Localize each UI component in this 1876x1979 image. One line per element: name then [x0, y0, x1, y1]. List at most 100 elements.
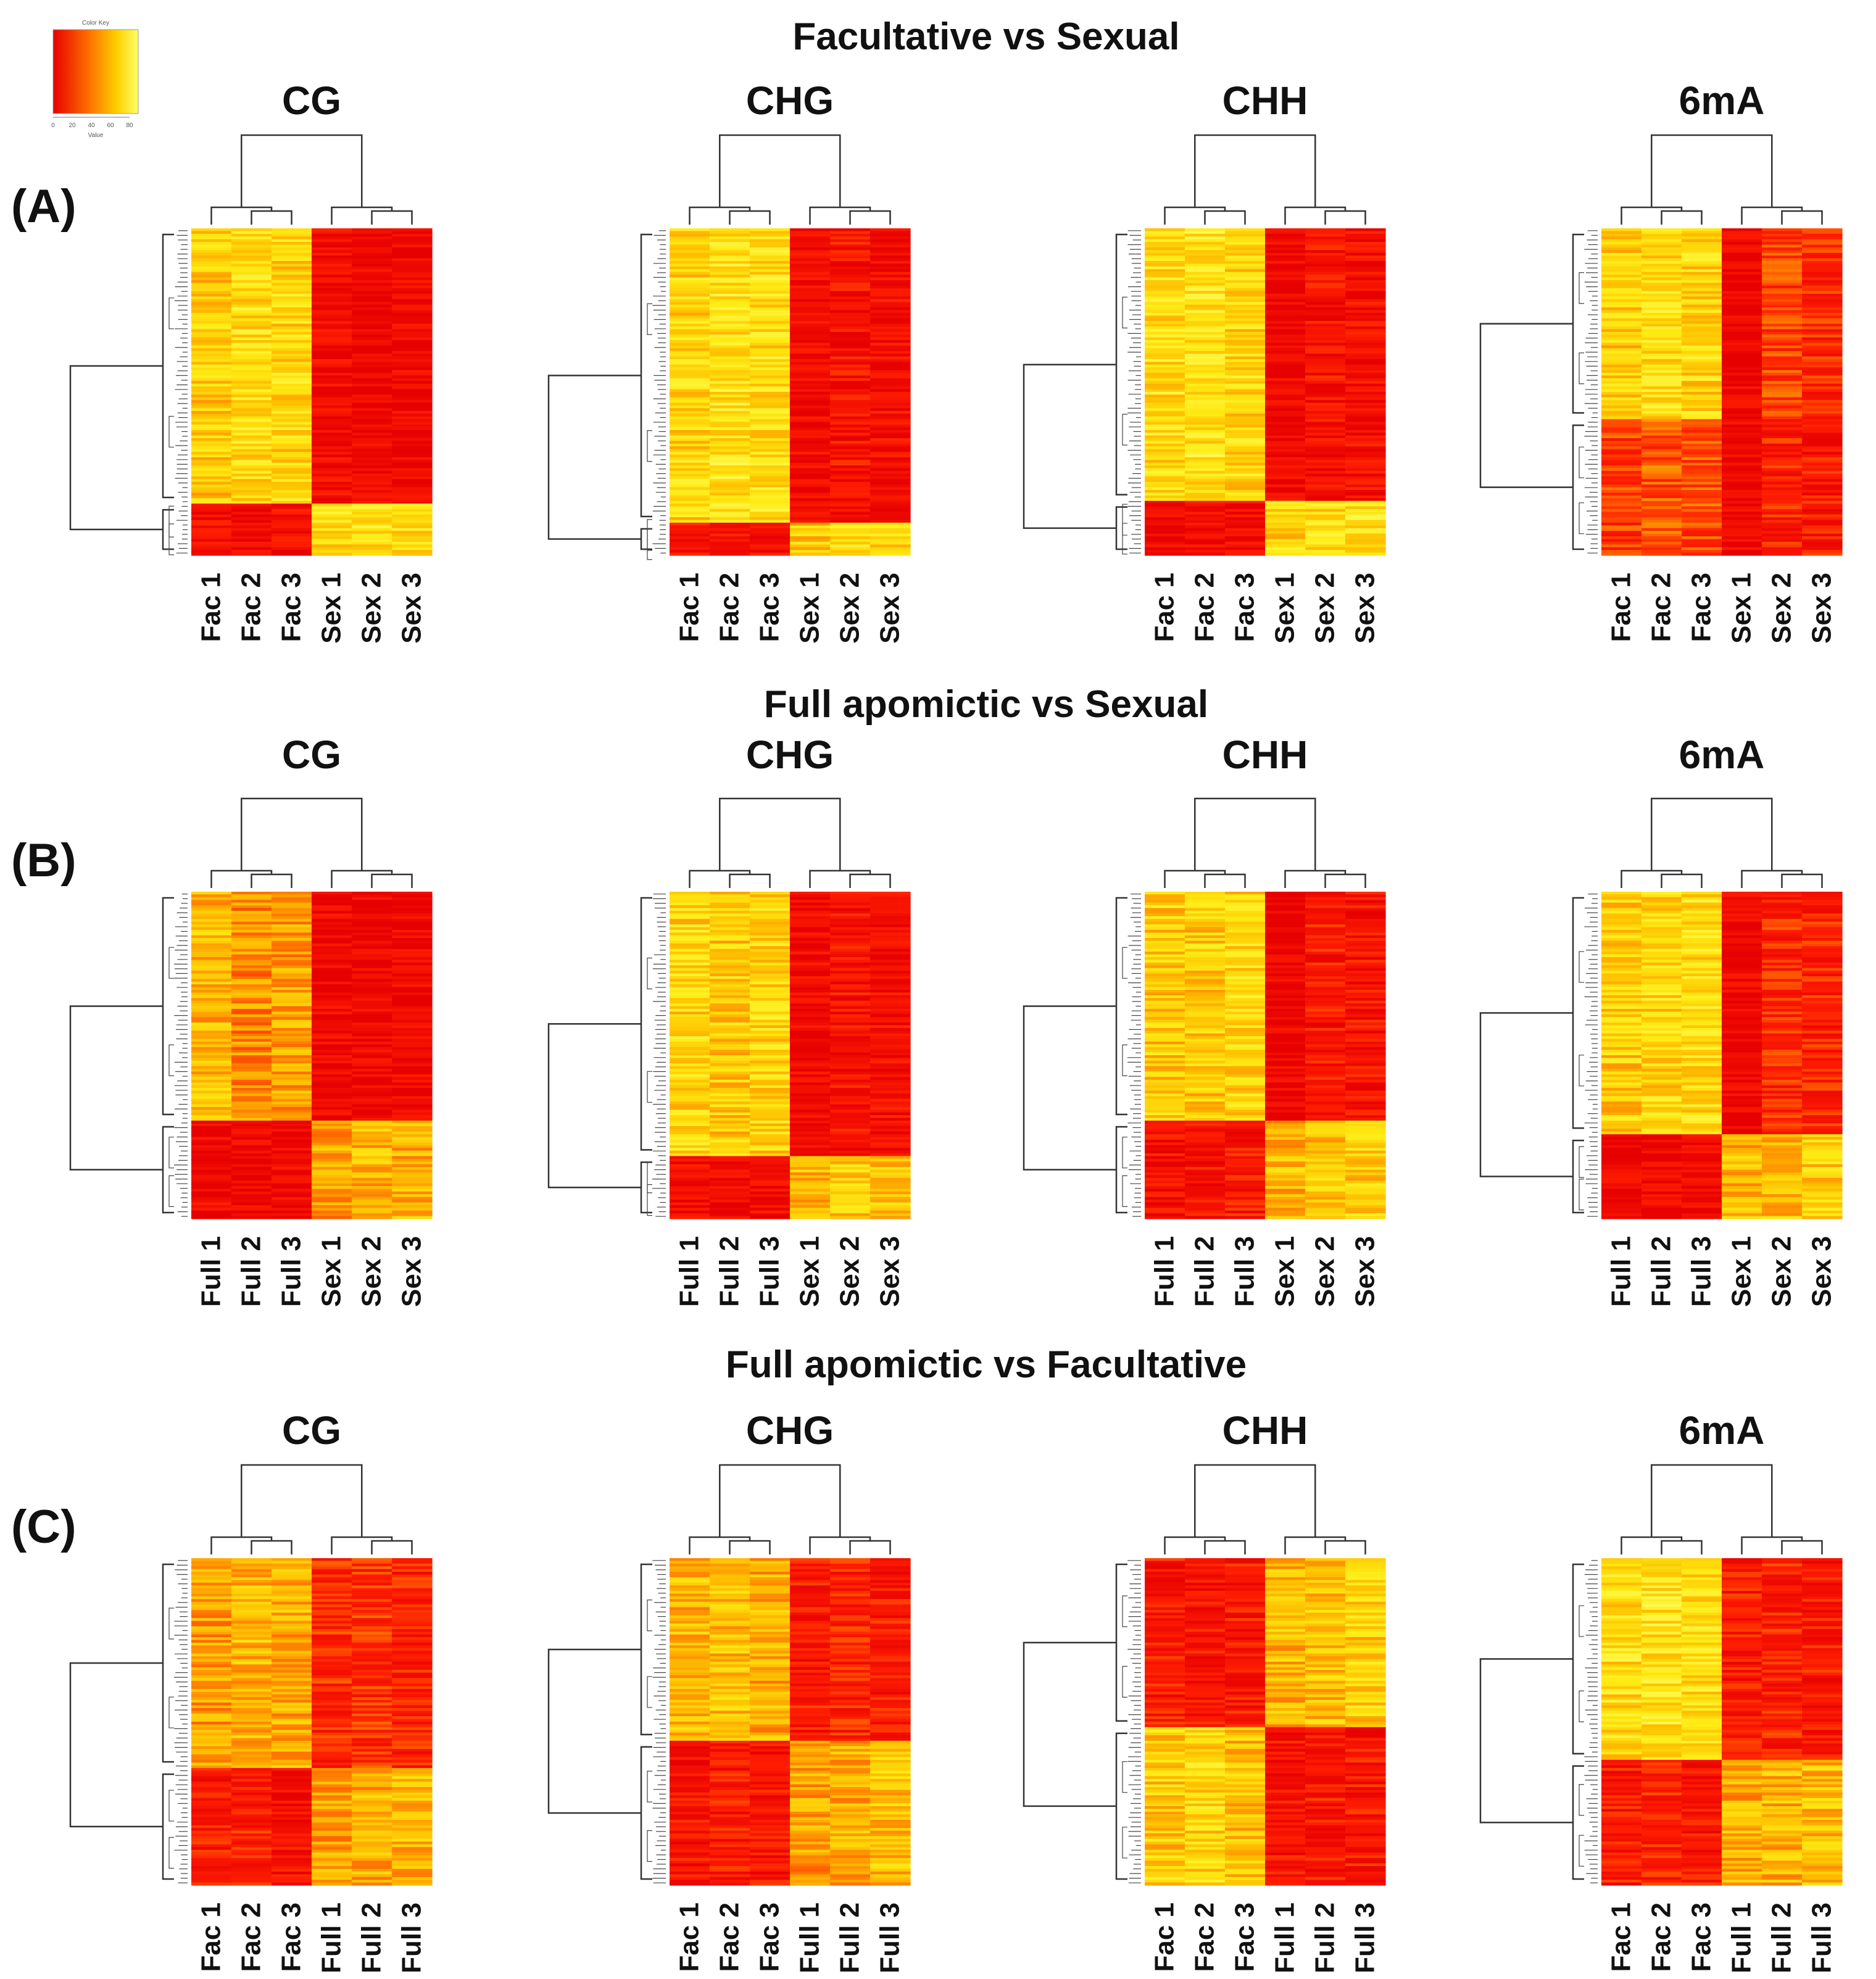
heatmap-cell: [1682, 340, 1722, 344]
heatmap-cell: [1305, 315, 1346, 319]
heatmap-cell: [352, 943, 392, 947]
heatmap-cell: [392, 1115, 433, 1119]
heatmap-cell: [392, 383, 433, 387]
heatmap-cell: [1225, 269, 1266, 273]
heatmap-cell: [272, 1106, 312, 1110]
heatmap-cell: [231, 1063, 272, 1067]
heatmap-cell: [710, 397, 750, 400]
heatmap-cell: [1305, 269, 1346, 273]
heatmap-cell: [750, 348, 791, 352]
heatmap-cell: [1601, 250, 1642, 254]
heatmap-cell: [272, 1027, 312, 1031]
heatmap-cell: [352, 326, 392, 330]
heatmap-cell: [1642, 261, 1682, 265]
heatmap-cell: [1762, 351, 1803, 354]
heatmap-cell: [790, 948, 831, 952]
heatmap-cell: [1601, 479, 1642, 483]
heatmap-cell: [870, 1014, 911, 1018]
heatmap-cell: [191, 1164, 232, 1168]
heatmap-cell: [750, 405, 791, 409]
heatmap-cell: [1185, 490, 1226, 494]
heatmap-cell: [352, 935, 392, 939]
heatmap-cell: [710, 973, 750, 977]
heatmap-cell: [191, 233, 232, 237]
heatmap-cell: [870, 342, 911, 346]
heatmap-cell: [1601, 285, 1642, 289]
heatmap-cell: [870, 408, 911, 412]
heatmap-cell: [1682, 473, 1722, 477]
heatmap-cell: [830, 520, 871, 523]
heatmap-cell: [1185, 421, 1226, 425]
heatmap-cell: [1642, 552, 1682, 556]
heatmap-cell: [790, 326, 831, 330]
heatmap-cell: [191, 389, 232, 392]
heatmap-cell: [710, 312, 750, 316]
heatmap-cell: [231, 1210, 272, 1214]
heatmap-cell: [1345, 331, 1386, 335]
heatmap-cell: [1682, 427, 1722, 431]
heatmap-cell: [710, 541, 750, 545]
heatmap-cell: [870, 476, 911, 479]
heatmap-cell: [312, 490, 352, 494]
heatmap-cell: [1305, 460, 1346, 463]
heatmap-cell: [790, 348, 831, 352]
heatmap-cell: [1682, 386, 1722, 390]
heatmap-cell: [231, 981, 272, 985]
heatmap-cell: [1802, 495, 1843, 499]
heatmap-cell: [710, 342, 750, 346]
heatmap-cell: [790, 1106, 831, 1110]
heatmap-cell: [710, 233, 750, 237]
heatmap-cell: [1225, 275, 1266, 278]
heatmap-cell: [1762, 508, 1803, 512]
heatmap-cell: [710, 1008, 750, 1012]
heatmap-cell: [830, 500, 871, 504]
heatmap-cell: [1682, 449, 1722, 452]
heatmap-cell: [1802, 310, 1843, 313]
heatmap-cell: [750, 533, 791, 537]
heatmap-cell: [750, 1050, 791, 1053]
heatmap-cell: [191, 508, 232, 512]
heatmap-cell: [670, 364, 710, 368]
heatmap-cell: [1145, 490, 1185, 494]
heatmap-cell: [352, 1069, 392, 1072]
heatmap-cell: [710, 533, 750, 537]
heatmap-cell: [1762, 367, 1803, 371]
heatmap-cell: [1225, 288, 1266, 292]
heatmap-cell: [1345, 280, 1386, 283]
heatmap-cell: [352, 1156, 392, 1160]
heatmap-cell: [231, 1006, 272, 1010]
heatmap-cell: [750, 364, 791, 368]
heatmap-cell: [231, 1052, 272, 1056]
heatmap-cell: [272, 389, 312, 392]
heatmap-cell: [1185, 473, 1226, 477]
heatmap-cell: [1682, 233, 1722, 237]
heatmap-cell: [1265, 397, 1306, 400]
heatmap-cell: [1762, 427, 1803, 431]
heatmap-cell: [670, 345, 710, 349]
heatmap-cell: [1722, 462, 1762, 466]
heatmap-cell: [830, 359, 871, 363]
heatmap-cell: [790, 1074, 831, 1077]
heatmap-cell: [790, 1052, 831, 1056]
heatmap-cell: [790, 441, 831, 444]
heatmap-cell: [1225, 294, 1266, 297]
heatmap-cell: [710, 1210, 750, 1214]
heatmap-cell: [710, 479, 750, 483]
heatmap-cell: [790, 506, 831, 510]
heatmap-cell: [1601, 484, 1642, 488]
heatmap-cell: [1265, 386, 1306, 390]
heatmap-cell: [1345, 479, 1386, 483]
heatmap-cell: [272, 973, 312, 977]
heatmap-cell: [790, 236, 831, 240]
heatmap-cell: [1722, 425, 1762, 428]
heatmap-cell: [272, 520, 312, 523]
heatmap-cell: [352, 998, 392, 1002]
heatmap-cell: [352, 476, 392, 479]
heatmap-cell: [710, 473, 750, 477]
heatmap-cell: [312, 962, 352, 966]
heatmap-cell: [1642, 389, 1682, 392]
heatmap-cell: [830, 1145, 871, 1148]
heatmap-cell: [231, 375, 272, 379]
heatmap-cell: [830, 523, 871, 526]
